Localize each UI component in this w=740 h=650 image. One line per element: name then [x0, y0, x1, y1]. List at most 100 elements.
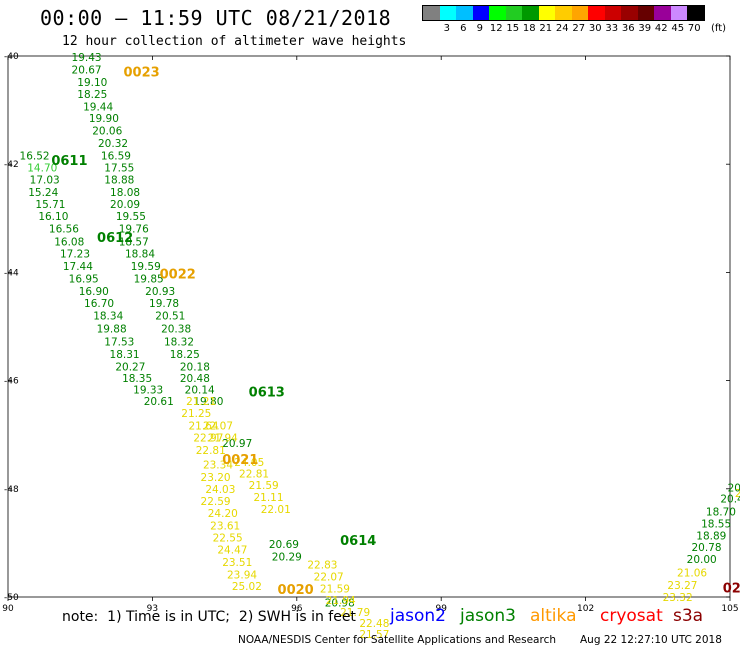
wave-height-value: 19.44 — [83, 101, 113, 113]
wave-height-value: 14.70 — [27, 162, 57, 174]
wave-height-tracks: 19.4320.6719.1018.2519.4419.9020.0620.32… — [20, 52, 740, 641]
wave-height-value: 15.24 — [28, 187, 58, 199]
wave-height-value: 19.10 — [77, 77, 107, 89]
wave-height-value: 20.14 — [185, 384, 215, 396]
lat-tick-label: -50 — [4, 593, 19, 603]
wave-height-value: 22.81 — [239, 469, 269, 481]
legend-swatch — [571, 6, 588, 20]
wave-height-value: 21.59 — [249, 480, 279, 492]
wave-height-value: 18.31 — [110, 349, 140, 361]
wave-height-value: 20.32 — [98, 138, 128, 150]
wave-height-value: 20.44 — [728, 483, 740, 495]
legend-label: 36 — [621, 23, 635, 34]
wave-height-value: 24.03 — [205, 484, 235, 496]
satellite-label-s3a: s3a — [673, 606, 704, 626]
wave-height-value: 21.79 — [340, 607, 370, 619]
wave-height-value: 20.06 — [92, 126, 122, 138]
generated-timestamp: Aug 22 12:27:10 UTC 2018 — [580, 634, 722, 646]
wave-height-value: 18.88 — [104, 174, 134, 186]
wave-height-value: 20.48 — [180, 373, 210, 385]
wave-height-value: 19.90 — [89, 113, 119, 125]
wave-height-value: 20.69 — [269, 539, 299, 551]
legend-swatch — [621, 6, 638, 20]
wave-height-value: 18.08 — [110, 187, 140, 199]
pass-number-label: 0020 — [278, 583, 314, 598]
legend-label: 39 — [638, 23, 652, 34]
wave-height-value: 23.51 — [222, 557, 252, 569]
wave-height-value: 20.18 — [180, 362, 210, 374]
wave-height-value: 16.08 — [54, 237, 84, 249]
legend-label: 18 — [522, 23, 536, 34]
wave-height-value: 19.76 — [119, 224, 149, 236]
wave-height-value: 22.59 — [201, 496, 231, 508]
wave-height-value: 18.35 — [122, 373, 152, 385]
wave-height-value: 20.09 — [110, 199, 140, 211]
legend-label: 21 — [539, 23, 553, 34]
wave-height-value: 22.83 — [307, 560, 337, 572]
pass-number-label: 0612 — [97, 231, 133, 246]
wave-height-value: 22.07 — [203, 421, 233, 433]
wave-height-value: 20.51 — [155, 311, 185, 323]
legend-swatch — [604, 6, 621, 20]
legend-label: 70 — [687, 23, 701, 34]
wave-height-value: 23.34 — [203, 459, 233, 471]
wave-height-value: 22.81 — [196, 445, 226, 457]
lon-tick-label: 105 — [721, 604, 738, 614]
legend-label: 6 — [460, 23, 467, 34]
lon-tick-label: 90 — [2, 604, 14, 614]
wave-height-value: 16.52 — [20, 151, 50, 163]
wave-height-value: 22.01 — [261, 504, 291, 516]
legend-label: 45 — [671, 23, 685, 34]
wave-height-value: 16.90 — [79, 286, 109, 298]
legend-swatch — [588, 6, 605, 20]
wave-height-value: 17.53 — [104, 337, 134, 349]
map-frame — [7, 55, 731, 598]
legend-swatch — [505, 6, 522, 20]
footer-note: note: 1) Time is in UTC; 2) SWH is in fe… — [62, 609, 356, 625]
legend-swatches — [422, 5, 705, 21]
wave-height-value: 21.25 — [181, 408, 211, 420]
wave-height-value: 18.25 — [170, 349, 200, 361]
wave-height-value: 17.55 — [104, 162, 134, 174]
legend-swatch — [423, 6, 440, 20]
wave-height-value: 19.43 — [72, 52, 102, 64]
wave-height-value: 18.89 — [696, 530, 726, 542]
pass-number-label: 0613 — [249, 385, 285, 400]
satellite-label-jason3: jason3 — [460, 606, 516, 626]
wave-height-value: 20.78 — [691, 542, 721, 554]
wave-height-value: 18.55 — [701, 518, 731, 530]
wave-height-value: 17.44 — [63, 261, 93, 273]
legend-label: 33 — [605, 23, 619, 34]
wave-height-value: 19.55 — [116, 211, 146, 223]
wave-height-value: 21.64 — [189, 421, 219, 433]
wave-height-value: 18.57 — [119, 237, 149, 249]
pass-number-labels: 0023 0611 0612 0022 0613 0021 0614 0020 022- — [51, 66, 740, 598]
lat-tick-label: -44 — [4, 268, 19, 278]
lon-tick-label: 96 — [291, 604, 303, 614]
wave-height-value: 21.59 — [320, 583, 350, 595]
wave-height-value: 19.78 — [149, 298, 179, 310]
map-axes: 90 93 96 99 102 105 -40 -42 -44 -46 -48 -50 — [2, 52, 738, 614]
legend-label: 15 — [506, 23, 520, 34]
wave-height-value: 24.47 — [217, 544, 247, 556]
wave-height-value: 22.48 — [359, 618, 389, 630]
wave-height-value: 20.97 — [222, 438, 252, 450]
pass-number-label: 0614 — [340, 534, 376, 549]
wave-height-value: 21.94 — [208, 432, 238, 444]
wave-height-value: 24.20 — [208, 508, 238, 520]
wave-height-value: 19.88 — [97, 324, 127, 336]
wave-height-value: 16.59 — [101, 151, 131, 163]
wave-height-value: 16.70 — [84, 298, 114, 310]
lat-tick-label: -40 — [4, 52, 19, 62]
legend-label: 9 — [476, 23, 483, 34]
wave-height-value: 19.85 — [134, 273, 164, 285]
legend-swatch — [522, 6, 539, 20]
wave-height-value: 19.80 — [193, 396, 223, 408]
pass-number-label: 0611 — [51, 154, 87, 169]
wave-height-value: 21.94 — [326, 595, 356, 607]
wave-height-value: 20.00 — [687, 554, 717, 566]
legend-swatch — [637, 6, 654, 20]
wave-height-value: 23.27 — [667, 580, 697, 592]
satellite-label-altika: altika — [530, 606, 577, 626]
pass-number-label: 022- — [723, 581, 740, 596]
